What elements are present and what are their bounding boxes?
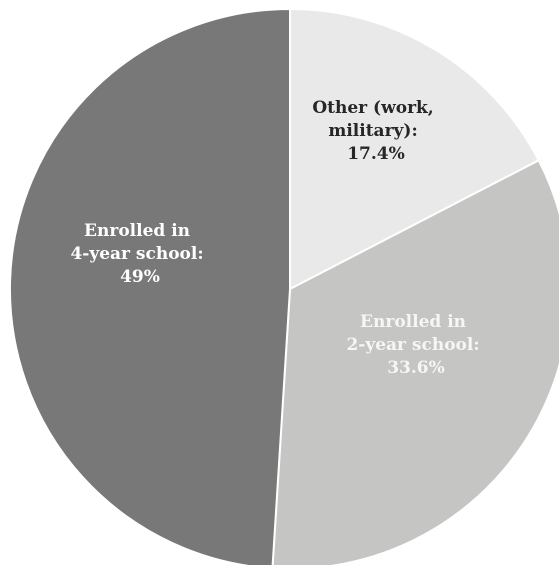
slice-label-other-value: 17.4%: [347, 144, 405, 164]
pie-slice-4-year: [10, 9, 290, 565]
slice-label-2-year-line-2: 2-year school:: [346, 335, 479, 355]
slice-label-2-year-line-1: Enrolled in: [360, 312, 466, 332]
slice-label-other-line-2: military):: [328, 121, 417, 141]
slice-label-2-year-value: 33.6%: [387, 358, 445, 378]
pie-slices: [10, 9, 559, 565]
slice-label-other-line-1: Other (work,: [312, 98, 433, 118]
slice-label-4-year-value: 49%: [120, 267, 160, 287]
slice-label-4-year-line-2: 4-year school:: [70, 244, 203, 264]
slice-label-4-year-line-1: Enrolled in: [84, 221, 190, 241]
